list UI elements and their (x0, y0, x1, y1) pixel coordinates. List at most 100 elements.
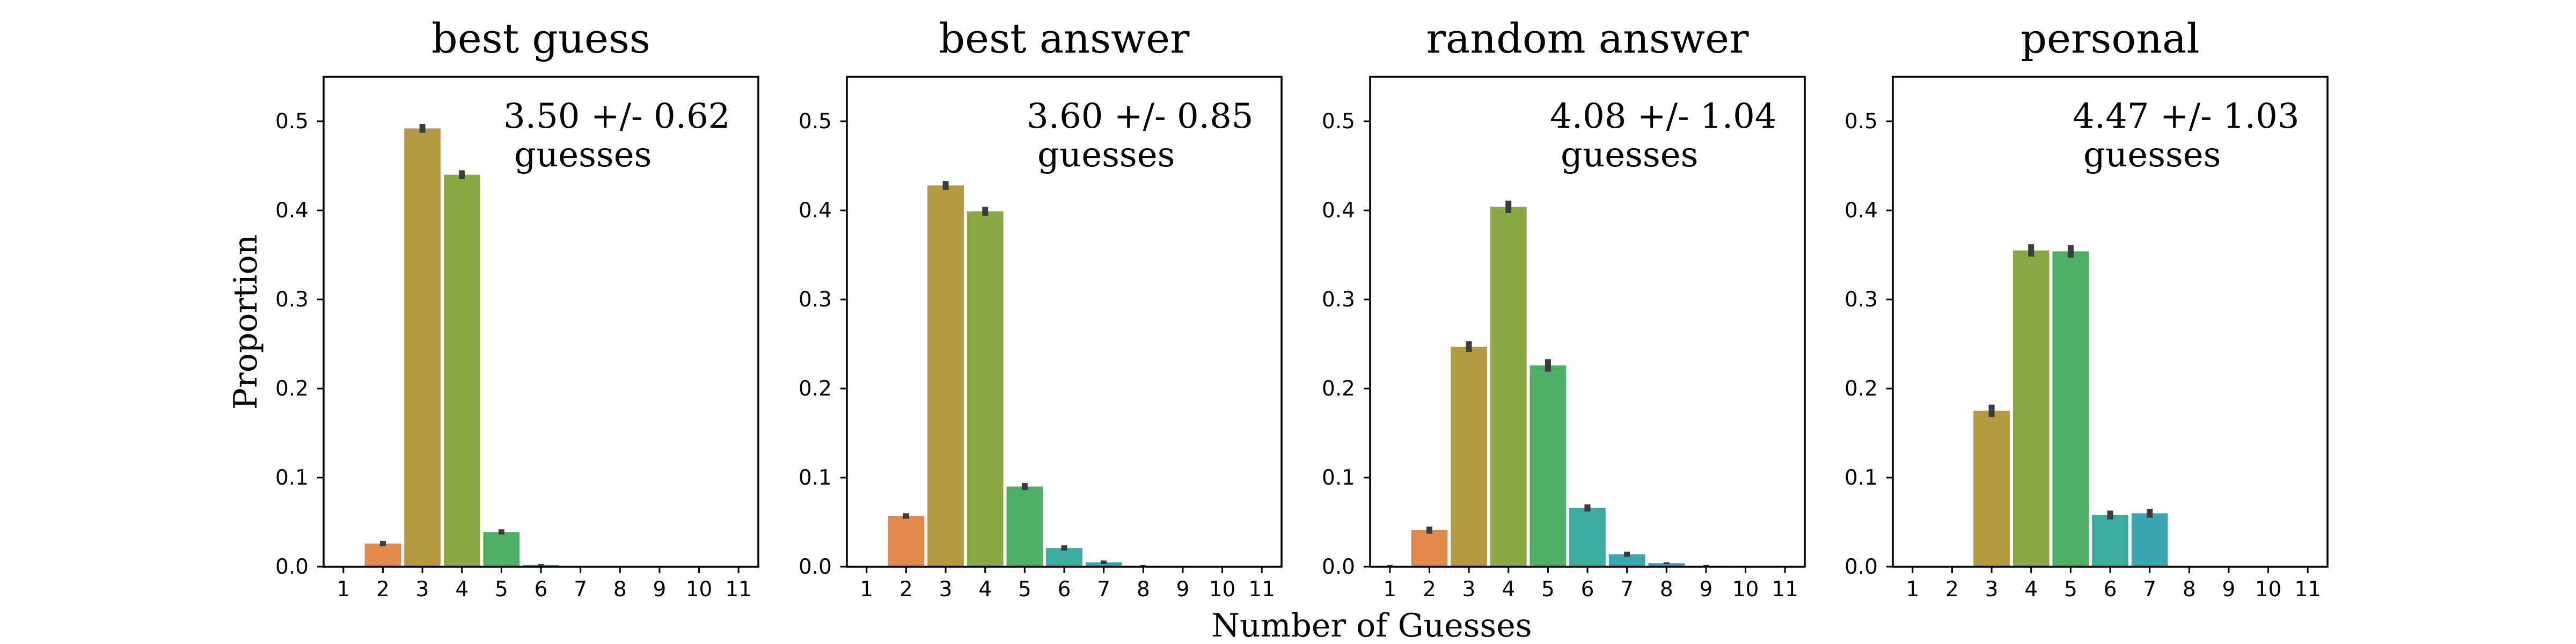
x-tick-label: 5 (2064, 577, 2077, 602)
y-tick-label: 0.0 (275, 555, 309, 579)
x-tick-label: 3 (1985, 577, 1999, 602)
x-tick-label: 8 (1137, 577, 1150, 602)
y-tick-label: 0.2 (1322, 377, 1355, 401)
x-tick-label: 4 (2024, 577, 2038, 602)
x-tick-label: 11 (725, 577, 752, 602)
x-tick-label: 4 (978, 577, 992, 602)
bar-best-answer-4 (967, 211, 1004, 567)
x-tick-label: 3 (1462, 577, 1476, 602)
annotation-stat: 3.60 +/- 0.85 (1027, 97, 1254, 136)
x-tick-label: 7 (1620, 577, 1634, 602)
annotation-unit: guesses (514, 135, 652, 175)
bar-personal-3 (1973, 411, 2010, 567)
bar-best-guess-2 (364, 543, 401, 567)
x-tick-label: 10 (686, 577, 713, 602)
y-tick-label: 0.3 (1845, 288, 1878, 312)
y-tick-label: 0.3 (799, 288, 832, 312)
y-tick-label: 0.3 (275, 288, 309, 312)
x-tick-label: 7 (2143, 577, 2156, 602)
x-tick-label: 11 (1248, 577, 1275, 602)
x-tick-label: 6 (1058, 577, 1071, 602)
y-tick-label: 0.0 (1322, 555, 1355, 579)
x-tick-label: 9 (2222, 577, 2235, 602)
bar-best-guess-4 (443, 174, 480, 567)
bar-best-answer-6 (1046, 548, 1082, 567)
x-tick-label: 2 (1945, 577, 1959, 602)
x-tick-label: 9 (1176, 577, 1189, 602)
y-tick-label: 0.4 (275, 199, 309, 223)
panel-title: best guess (431, 14, 650, 62)
x-tick-label: 4 (455, 577, 469, 602)
x-axis-label: Number of Guesses (1211, 607, 1532, 644)
bar-personal-7 (2131, 513, 2168, 567)
annotation-unit: guesses (1037, 135, 1175, 175)
bar-random-answer-8 (1648, 563, 1685, 567)
bar-random-answer-3 (1451, 347, 1487, 567)
y-tick-label: 0.1 (1845, 466, 1878, 490)
panel-title: personal (2021, 14, 2199, 62)
y-tick-label: 0.5 (799, 109, 832, 134)
annotation-unit: guesses (1561, 135, 1698, 175)
x-tick-label: 3 (939, 577, 953, 602)
y-tick-label: 0.1 (275, 466, 309, 490)
x-tick-label: 7 (574, 577, 587, 602)
x-tick-label: 9 (1699, 577, 1713, 602)
x-tick-label: 8 (613, 577, 627, 602)
x-tick-label: 10 (2255, 577, 2282, 602)
bar-best-answer-7 (1085, 562, 1122, 567)
bar-best-guess-5 (483, 532, 520, 567)
annotation-stat: 4.47 +/- 1.03 (2073, 97, 2300, 136)
bar-personal-5 (2052, 251, 2089, 567)
x-tick-label: 6 (535, 577, 548, 602)
x-tick-label: 8 (2183, 577, 2196, 602)
x-tick-label: 1 (1383, 577, 1396, 602)
bar-random-answer-2 (1411, 530, 1448, 567)
annotation-unit: guesses (2083, 135, 2221, 175)
x-tick-label: 6 (2104, 577, 2117, 602)
bar-best-answer-2 (888, 516, 925, 567)
x-tick-label: 1 (860, 577, 873, 602)
annotation-stat: 4.08 +/- 1.04 (1550, 97, 1777, 136)
bar-random-answer-7 (1608, 554, 1645, 567)
y-tick-label: 0.5 (275, 109, 309, 134)
y-tick-label: 0.5 (1845, 109, 1878, 134)
y-tick-label: 0.0 (1845, 555, 1878, 579)
x-tick-label: 8 (1660, 577, 1673, 602)
y-tick-label: 0.1 (1322, 466, 1355, 490)
bar-random-answer-4 (1490, 207, 1527, 567)
x-tick-label: 11 (1772, 577, 1798, 602)
x-tick-label: 5 (1541, 577, 1555, 602)
panel-title: random answer (1426, 14, 1750, 62)
y-tick-label: 0.0 (799, 555, 832, 579)
bar-best-guess-3 (404, 128, 441, 567)
x-tick-label: 1 (1906, 577, 1919, 602)
bar-personal-4 (2012, 250, 2050, 567)
x-tick-label: 6 (1581, 577, 1594, 602)
y-tick-label: 0.2 (1845, 377, 1878, 401)
x-tick-label: 9 (653, 577, 666, 602)
y-tick-label: 0.4 (1845, 199, 1878, 223)
y-tick-label: 0.2 (275, 377, 309, 401)
y-tick-label: 0.2 (799, 377, 832, 401)
x-tick-label: 2 (376, 577, 390, 602)
bar-random-answer-5 (1529, 365, 1567, 567)
x-tick-label: 10 (1732, 577, 1759, 602)
x-tick-label: 11 (2294, 577, 2321, 602)
panel-title: best answer (939, 14, 1190, 62)
x-tick-label: 5 (1018, 577, 1031, 602)
x-tick-label: 7 (1097, 577, 1110, 602)
x-tick-label: 10 (1209, 577, 1236, 602)
y-axis-label: Proportion (227, 235, 265, 409)
x-tick-label: 2 (899, 577, 913, 602)
y-tick-label: 0.5 (1322, 109, 1355, 134)
y-tick-label: 0.3 (1322, 288, 1355, 312)
x-tick-label: 2 (1423, 577, 1436, 602)
x-tick-label: 5 (495, 577, 508, 602)
x-tick-label: 3 (416, 577, 429, 602)
bar-best-answer-3 (927, 185, 964, 567)
bar-personal-6 (2092, 515, 2128, 567)
x-tick-label: 1 (336, 577, 350, 602)
x-tick-label: 4 (1502, 577, 1515, 602)
